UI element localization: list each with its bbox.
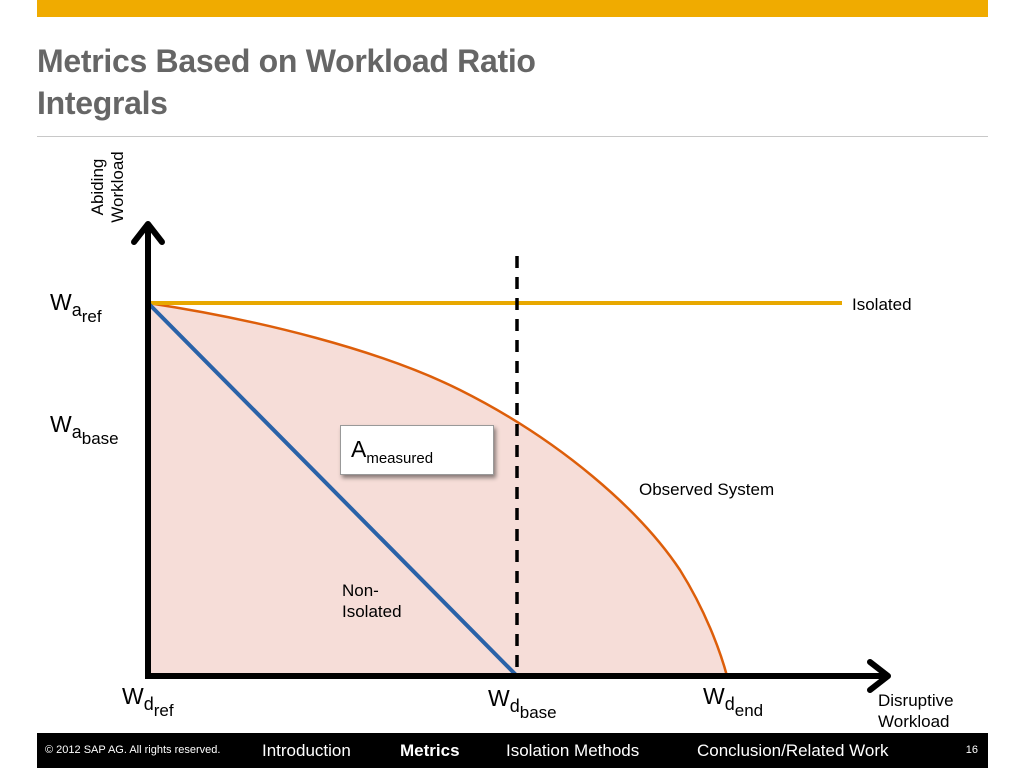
nav-conclusion-related-work[interactable]: Conclusion/Related Work: [697, 741, 889, 760]
wa-base-label: Wabase: [50, 411, 119, 449]
observed-system-curve: [147, 301, 729, 677]
a-measured-box: Ameasured: [340, 425, 494, 475]
y-axis-label-line-2: Workload: [108, 151, 127, 223]
y-axis-arrowhead: [131, 221, 165, 245]
measured-area: [148, 303, 727, 676]
page-title: Metrics Based on Workload Ratio Integral…: [37, 40, 536, 124]
non-isolated-line-2: Isolated: [342, 602, 402, 621]
footer-bar: © 2012 SAP AG. All rights reserved. Intr…: [37, 733, 988, 768]
x-axis-label: Disruptive Workload: [878, 690, 954, 732]
title-line-2: Integrals: [37, 85, 168, 121]
non-isolated-label: Non- Isolated: [342, 580, 402, 622]
a-measured-label: Ameasured: [351, 436, 434, 467]
y-axis-label: Abiding Workload: [88, 142, 128, 232]
title-divider: [37, 136, 988, 137]
non-isolated-line-1: Non-: [342, 581, 379, 600]
title-line-1: Metrics Based on Workload Ratio: [37, 43, 536, 79]
x-axis-label-line-2: Workload: [878, 712, 950, 731]
wd-ref-label: Wdref: [122, 683, 174, 721]
wd-end-label: Wdend: [703, 683, 764, 721]
wd-base-label: Wdbase: [488, 685, 557, 723]
y-axis-label-line-1: Abiding: [88, 158, 107, 216]
top-accent-bar: [37, 0, 988, 17]
non-isolated-line: [146, 301, 519, 678]
nav-metrics[interactable]: Metrics: [400, 741, 460, 760]
page-number: 16: [965, 744, 978, 756]
wa-ref-label: Waref: [50, 289, 102, 327]
x-axis-arrowhead: [867, 659, 891, 693]
nav-isolation-methods[interactable]: Isolation Methods: [506, 741, 640, 760]
copyright-text: © 2012 SAP AG. All rights reserved.: [45, 744, 221, 756]
x-axis-label-line-1: Disruptive: [878, 691, 954, 710]
isolated-label: Isolated: [852, 295, 912, 314]
nav-introduction[interactable]: Introduction: [262, 741, 351, 760]
observed-system-label: Observed System: [639, 480, 775, 499]
